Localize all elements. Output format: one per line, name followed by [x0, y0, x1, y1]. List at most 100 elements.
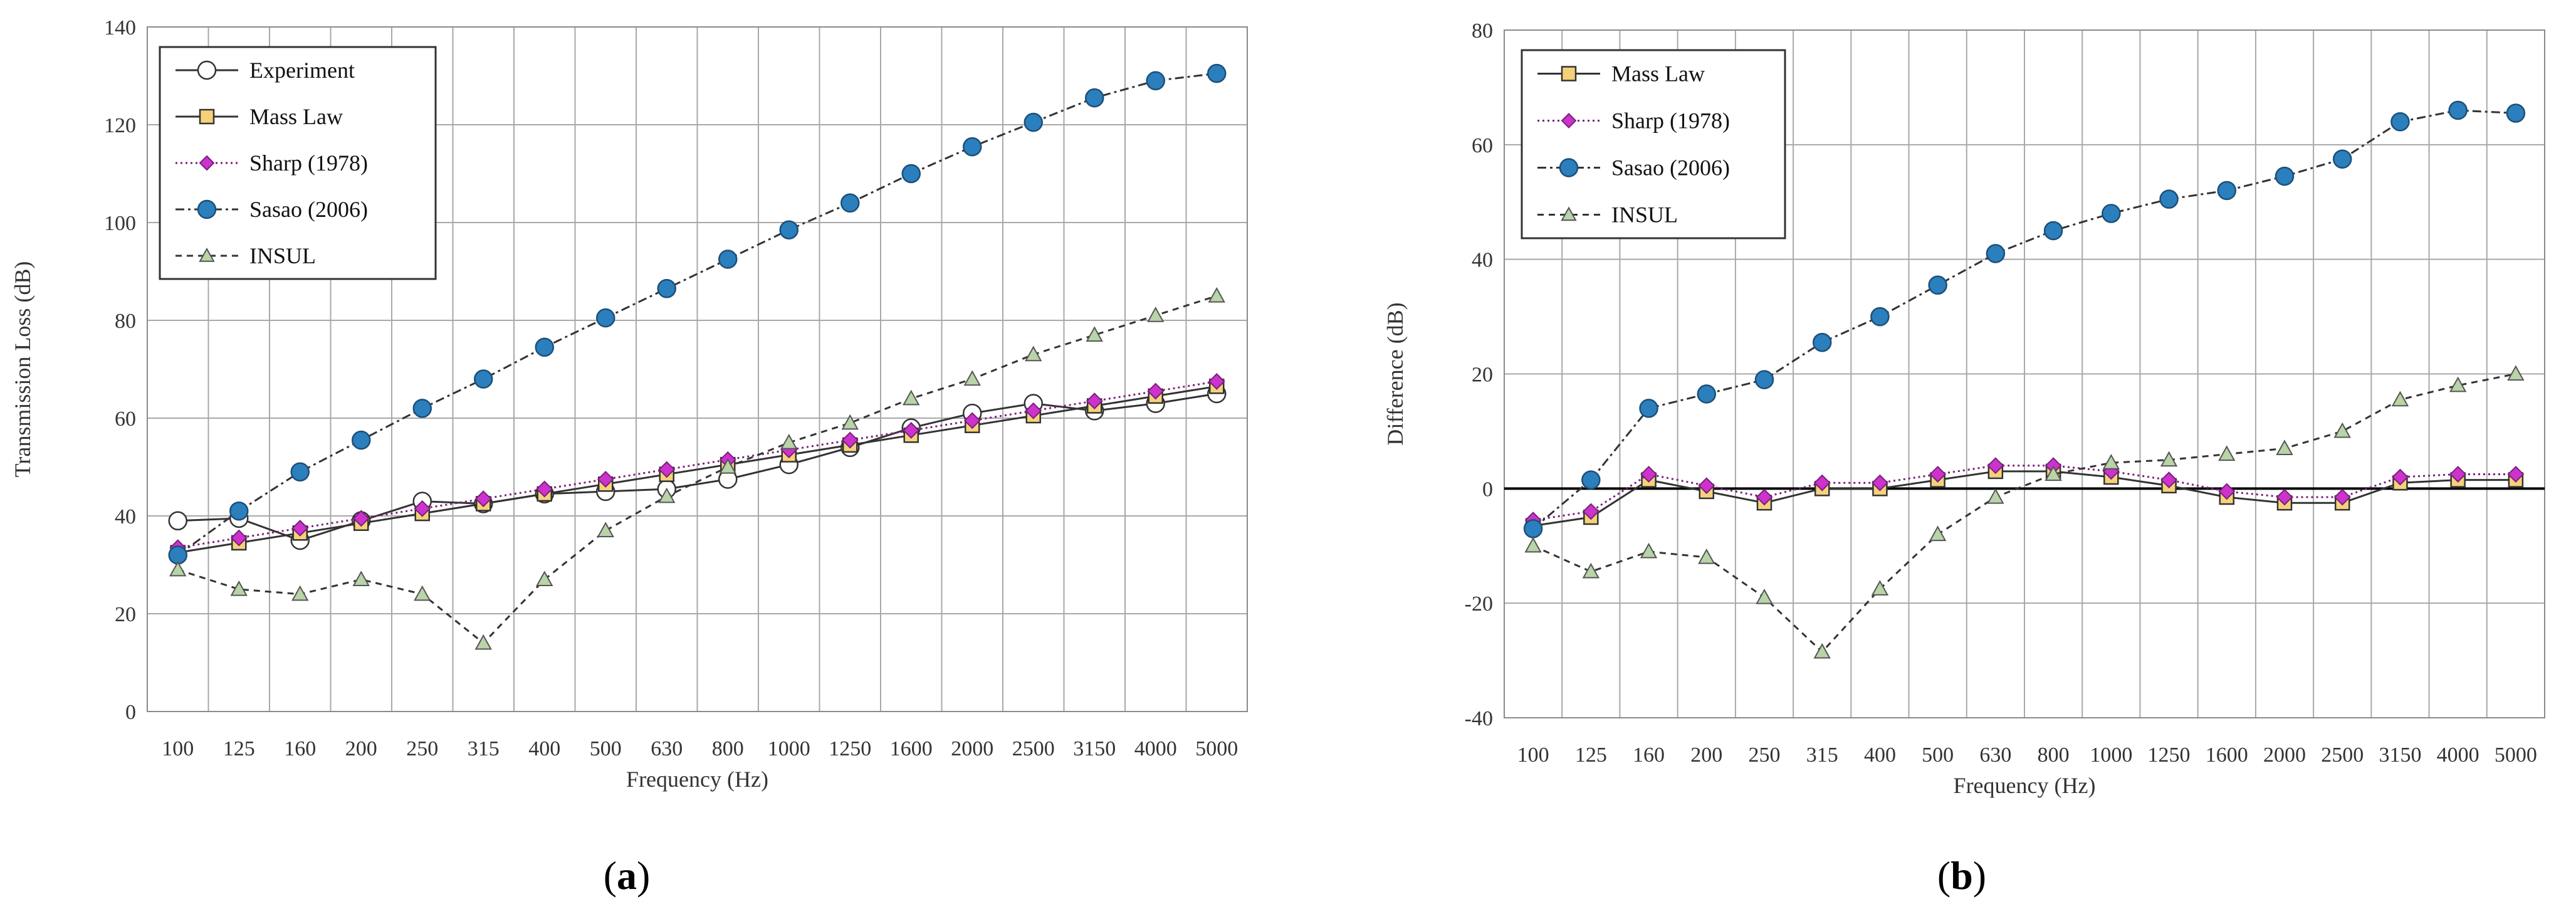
data-point — [474, 634, 492, 650]
y-tick-label: 120 — [104, 114, 136, 137]
x-tick-label: 2000 — [951, 737, 993, 760]
data-point — [963, 137, 982, 157]
data-point — [352, 510, 370, 527]
legend-marker — [1561, 66, 1577, 81]
data-point — [780, 433, 798, 449]
legend-marker — [197, 60, 217, 80]
series-sasao-2006 — [1523, 100, 2526, 538]
data-point — [229, 501, 249, 521]
legend-marker — [1561, 206, 1577, 221]
series-line — [177, 385, 1217, 554]
y-tick-label: 20 — [115, 603, 136, 626]
x-tick-label: 4000 — [2437, 743, 2479, 767]
data-point — [1524, 537, 1542, 553]
x-tick-label: 1600 — [890, 737, 933, 760]
data-point — [2043, 221, 2063, 241]
caption-close: ) — [637, 853, 650, 898]
x-tick-label: 315 — [1806, 743, 1838, 767]
data-point — [1929, 525, 1947, 542]
data-point — [535, 337, 554, 357]
data-point — [1640, 466, 1657, 483]
data-point — [1639, 399, 1658, 418]
data-point — [1813, 474, 1831, 491]
data-point — [841, 414, 859, 430]
data-point — [657, 279, 676, 298]
data-point — [1872, 474, 1888, 491]
data-point — [1085, 88, 1104, 108]
legend-marker — [1561, 113, 1577, 129]
legend-label: INSUL — [249, 243, 316, 268]
legend-label: Sasao (2006) — [1611, 155, 1730, 181]
series-line — [177, 72, 1217, 556]
data-point — [414, 500, 431, 517]
data-point — [1582, 562, 1600, 579]
series-line — [1532, 470, 2516, 527]
data-point — [903, 422, 920, 439]
series-line — [177, 295, 1217, 644]
data-point — [230, 529, 248, 547]
x-axis-label: Frequency (Hz) — [1954, 773, 2096, 798]
data-point — [2276, 488, 2293, 506]
data-point — [536, 480, 553, 498]
x-tick-label: 500 — [590, 737, 622, 760]
legend-label: INSUL — [1611, 202, 1678, 228]
x-tick-label: 4000 — [1134, 737, 1177, 760]
data-point — [1208, 286, 1225, 303]
data-point — [1929, 466, 1947, 483]
y-axis-label: Transmission Loss (dB) — [10, 261, 35, 478]
data-point — [2448, 100, 2468, 120]
data-point — [2332, 149, 2352, 169]
legend-box — [1521, 49, 1786, 239]
x-tick-label: 160 — [284, 737, 316, 760]
chart-b: -40 -20 0 20 40 60 80 100 125 160 200 250 315 400 500 6… — [1383, 19, 2545, 898]
data-point — [1698, 548, 1715, 564]
x-tick-label: 3150 — [2379, 743, 2421, 767]
y-tick-label: 140 — [104, 16, 136, 39]
series-line — [1532, 465, 2516, 522]
data-point — [718, 250, 738, 269]
series-sasao-2006 — [168, 63, 1227, 565]
legend-marker — [199, 108, 215, 125]
y-tick-label: -20 — [1465, 592, 1493, 616]
legend-marker — [199, 247, 215, 262]
legend-label: Experiment — [249, 58, 355, 83]
x-tick-label: 250 — [1749, 743, 1781, 767]
caption-open: ( — [1937, 853, 1950, 898]
data-point — [2218, 445, 2236, 461]
y-tick-label: 60 — [115, 407, 136, 431]
x-tick-label: 630 — [651, 737, 683, 760]
legend: Experiment Mass Law Sharp (1978) Sasao (200… — [159, 46, 437, 280]
data-point — [597, 471, 614, 488]
y-tick-label: 0 — [1482, 478, 1493, 501]
legend: Mass Law Sharp (1978) Sasao (2006) INSUL — [1521, 49, 1786, 239]
data-point — [1754, 370, 1774, 389]
series-insul — [169, 286, 1225, 650]
x-tick-label: 5000 — [2495, 743, 2537, 767]
legend-label: Sasao (2006) — [249, 197, 368, 222]
data-point — [291, 585, 309, 601]
legend-label: Sharp (1978) — [249, 150, 368, 176]
data-point — [2045, 465, 2062, 481]
data-point — [1581, 470, 1601, 490]
data-point — [1086, 326, 1103, 342]
legend-marker — [199, 155, 215, 171]
data-point — [2391, 391, 2409, 407]
data-point — [352, 430, 371, 450]
y-axis-label: Difference (dB) — [1383, 302, 1408, 445]
data-point — [779, 220, 798, 239]
data-point — [2159, 189, 2179, 209]
data-point — [2333, 488, 2351, 506]
data-point — [2218, 483, 2236, 500]
y-tick-label: 40 — [1472, 249, 1493, 272]
x-tick-label: 1000 — [2090, 743, 2132, 767]
y-tick-label: 100 — [104, 212, 136, 235]
data-point — [658, 461, 676, 478]
data-point — [2449, 376, 2467, 392]
x-tick-label: 315 — [468, 737, 500, 760]
data-point — [2276, 439, 2293, 455]
data-point — [2160, 451, 2178, 467]
x-tick-label: 630 — [1979, 743, 2011, 767]
data-point — [719, 458, 736, 474]
x-tick-label: 1250 — [2148, 743, 2191, 767]
x-tick-label: 2500 — [1012, 737, 1055, 760]
